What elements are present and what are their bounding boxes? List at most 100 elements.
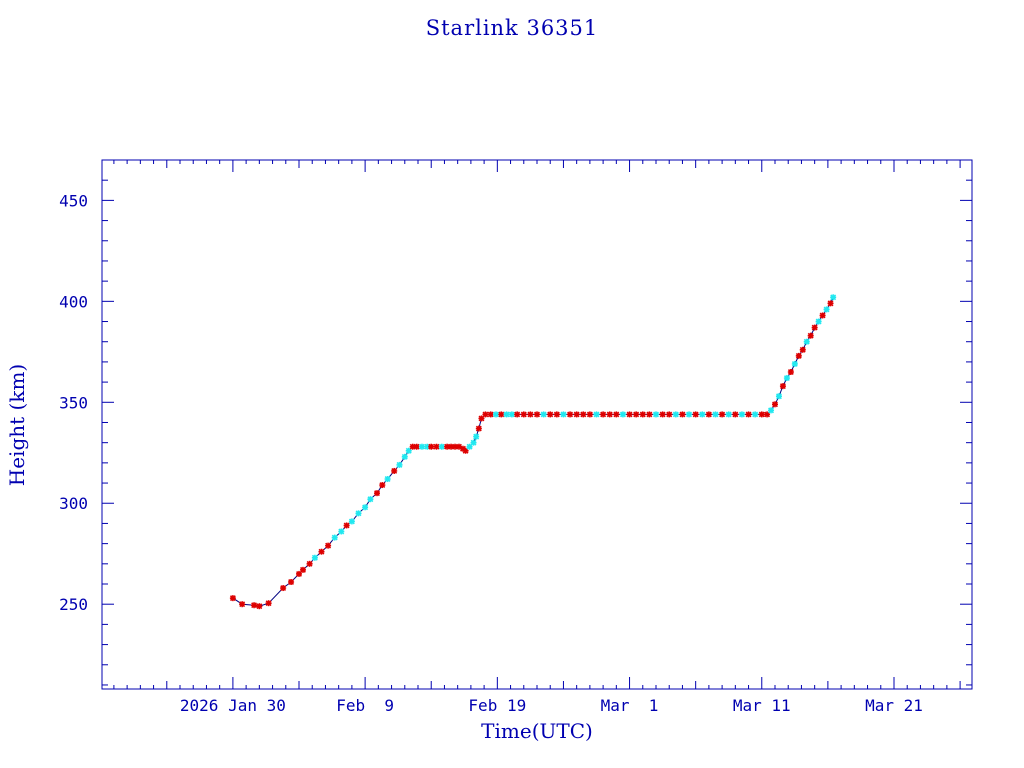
data-point-red (811, 324, 818, 331)
data-point-red (799, 346, 806, 353)
data-point-cyan (775, 393, 782, 400)
data-point-red (819, 312, 826, 319)
data-point-red (580, 411, 587, 418)
data-point-red (600, 411, 607, 418)
x-tick-label: 2026 Jan 30 (180, 696, 286, 715)
data-point-red (639, 411, 646, 418)
data-point-cyan (823, 306, 830, 313)
data-point-cyan (362, 504, 369, 511)
data-point-red (256, 603, 263, 610)
data-point-cyan (738, 411, 745, 418)
data-point-red (487, 411, 494, 418)
data-point-cyan (768, 407, 775, 414)
data-point-cyan (466, 443, 473, 450)
data-point-red (795, 352, 802, 359)
data-point-red (692, 411, 699, 418)
data-point-cyan (752, 411, 759, 418)
data-point-red (251, 602, 258, 609)
data-point-cyan (791, 360, 798, 367)
data-point-red (613, 411, 620, 418)
data-point-red (325, 542, 332, 549)
data-point-red (318, 548, 325, 555)
data-point-red (534, 411, 540, 418)
x-tick-label: Feb 19 (468, 696, 526, 715)
data-point-cyan (338, 528, 345, 535)
data-point-red (514, 411, 521, 418)
data-point-red (239, 601, 246, 608)
data-point-red (567, 411, 574, 418)
data-point-cyan (508, 411, 515, 418)
data-point-cyan (593, 411, 600, 418)
x-tick-label: Mar 21 (865, 696, 923, 715)
data-point-red (633, 411, 640, 418)
data-point-red (771, 401, 778, 408)
data-point-red (413, 443, 420, 450)
data-point-red (428, 443, 435, 450)
data-point-cyan (560, 411, 567, 418)
data-point-cyan (699, 411, 706, 418)
data-point-red (646, 411, 653, 418)
data-point-red (478, 415, 485, 422)
data-point-cyan (652, 411, 659, 418)
data-point-red (779, 383, 786, 390)
data-point-red (626, 411, 633, 418)
data-point-cyan (331, 534, 338, 541)
data-point-cyan (355, 510, 362, 517)
data-point-red (299, 566, 306, 573)
y-tick-label: 400 (59, 292, 88, 311)
data-point-red (374, 490, 381, 497)
data-point-cyan (803, 338, 810, 345)
data-point-cyan (725, 411, 732, 418)
data-point-red (573, 411, 580, 418)
data-point-cyan (783, 375, 790, 382)
data-point-red (520, 411, 527, 418)
data-point-cyan (396, 461, 403, 468)
data-point-cyan (503, 411, 510, 418)
data-point-red (553, 411, 560, 418)
x-axis-label: Time(UTC) (481, 719, 593, 743)
y-tick-label: 250 (59, 595, 88, 614)
series-line (232, 297, 834, 607)
y-tick-label: 300 (59, 494, 88, 513)
data-point-cyan (712, 411, 719, 418)
data-point-red (498, 411, 505, 418)
data-point-red (745, 411, 752, 418)
data-point-red (280, 585, 287, 592)
x-tick-label: Mar 1 (601, 696, 659, 715)
data-point-cyan (470, 439, 477, 446)
data-point-red (606, 411, 613, 418)
data-point-cyan (619, 411, 626, 418)
data-point-red (433, 443, 440, 450)
data-point-red (265, 600, 272, 607)
data-point-cyan (493, 411, 500, 418)
data-point-red (827, 300, 834, 307)
data-point-cyan (401, 453, 408, 460)
data-point-red (475, 425, 482, 432)
data-point-cyan (815, 318, 822, 325)
data-point-red (732, 411, 739, 418)
x-tick-label: Mar 11 (733, 696, 791, 715)
data-point-cyan (438, 443, 445, 450)
plot-frame (101, 159, 973, 690)
data-point-red (306, 560, 313, 567)
data-point-red (296, 570, 303, 577)
data-point-cyan (686, 411, 693, 418)
data-point-red (758, 411, 765, 418)
data-point-cyan (473, 433, 480, 440)
data-point-red (547, 411, 554, 418)
data-point-red (666, 411, 673, 418)
data-point-red (764, 411, 771, 418)
data-point-red (659, 411, 666, 418)
data-point-red (391, 467, 398, 474)
data-point-red (586, 411, 593, 418)
data-point-red (705, 411, 712, 418)
x-tick-label: Feb 9 (336, 696, 394, 715)
data-point-cyan (311, 554, 318, 561)
data-point-cyan (540, 411, 547, 418)
data-point-red (807, 332, 814, 339)
data-point-cyan (418, 443, 425, 450)
data-point-red (719, 411, 726, 418)
data-point-red (379, 482, 386, 489)
data-point-red (787, 369, 794, 376)
